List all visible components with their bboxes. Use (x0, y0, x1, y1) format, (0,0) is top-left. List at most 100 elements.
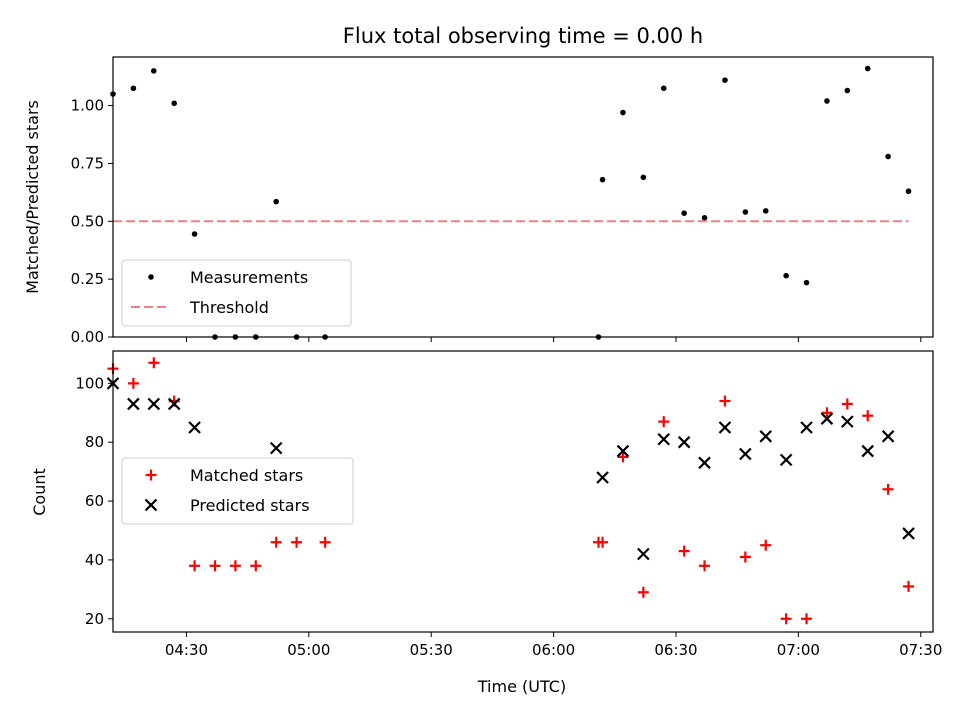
matched-stars-point (209, 560, 221, 572)
measurements-point (844, 87, 851, 94)
y-tick-label: 40 (85, 551, 104, 569)
legend-label-measurements: Measurements (190, 268, 308, 287)
matched-stars-point (719, 395, 731, 407)
measurements-point (905, 188, 912, 195)
measurements-point (824, 98, 830, 104)
y-tick-label: 100 (75, 374, 104, 392)
predicted-stars-point (657, 432, 671, 446)
measurements-point (130, 85, 137, 92)
predicted-stars-point (739, 447, 752, 461)
y-tick-label: 0.00 (71, 328, 104, 346)
matched-stars-point (739, 551, 751, 563)
matched-stars-point (270, 536, 282, 548)
chart-title: Flux total observing time = 0.00 h (343, 24, 703, 48)
matched-stars-point (148, 357, 160, 369)
measurements-point (742, 209, 749, 215)
x-tick-label: 05:00 (287, 641, 330, 659)
measurements-point (681, 210, 687, 216)
legend-swatch-measurements (148, 274, 154, 280)
y-tick-label: 0.50 (71, 212, 104, 230)
y-tick-label: 80 (85, 433, 104, 451)
y-tick-label: 60 (85, 492, 104, 510)
matched-stars-point (229, 560, 241, 572)
bottom-plot-panel: 20 40 60 80 100 04:30 05:00 05:30 06:00 06:30 07:0… (75, 350, 942, 659)
measurements-point (599, 176, 606, 183)
matched-stars-point (127, 377, 139, 389)
measurements-point (191, 231, 198, 237)
predicted-stars-point (841, 415, 854, 428)
predicted-stars-point (269, 441, 283, 455)
predicted-stars-point (637, 547, 650, 561)
predicted-stars-point (881, 430, 895, 443)
matched-stars-point (821, 407, 833, 419)
top-plot-panel: 0.00 0.25 0.50 0.75 1.00 Measurements Threshol… (71, 56, 934, 346)
y-tick-label: 0.25 (71, 270, 104, 288)
matched-stars-point (699, 560, 711, 572)
legend: Measurements Threshold (121, 259, 352, 327)
predicted-stars-point (127, 397, 140, 411)
measurements-point (273, 198, 279, 205)
measurements-point (722, 77, 728, 83)
predicted-stars-point (800, 421, 813, 434)
predicted-stars-point (779, 453, 793, 467)
predicted-stars-point (677, 435, 691, 449)
measurements-point (762, 208, 769, 214)
matched-stars-point (841, 398, 853, 410)
matched-stars-point (597, 536, 609, 548)
measurements-point (171, 100, 177, 107)
matched-stars-point (250, 560, 262, 572)
matched-stars-point (862, 410, 874, 422)
matched-stars-point (291, 536, 303, 548)
matched-stars-point (189, 560, 201, 572)
y-tick-label: 20 (85, 610, 104, 628)
x-tick-label: 07:30 (899, 641, 942, 659)
matched-stars-point (658, 416, 670, 428)
predicted-stars-point (902, 527, 915, 540)
matched-stars-point (882, 483, 894, 495)
x-tick-label: 05:30 (410, 641, 453, 659)
matched-stars-point (319, 536, 331, 548)
measurements-point (783, 272, 789, 279)
plot-frame (112, 56, 934, 338)
x-tick-label: 06:00 (532, 641, 575, 659)
bottom-y-axis-label: Count (30, 468, 49, 516)
matched-stars-point (780, 613, 792, 625)
x-tick-label: 06:30 (654, 641, 697, 659)
predicted-stars-point (718, 421, 732, 434)
matched-stars-point (678, 545, 690, 557)
predicted-stars-point (616, 444, 630, 458)
predicted-stars-point (596, 471, 609, 484)
legend-swatch-predicted-stars (144, 498, 158, 512)
measurements-point (640, 174, 647, 181)
predicted-stars-point (188, 421, 201, 434)
predicted-stars-point (147, 397, 161, 411)
legend-label-predicted-stars: Predicted stars (190, 496, 310, 515)
predicted-stars-point (167, 397, 181, 411)
legend-swatch-matched-stars (145, 469, 157, 481)
measurements-point (701, 215, 708, 221)
predicted-stars-point (759, 430, 773, 443)
measurements-point (864, 65, 871, 72)
legend-box (121, 457, 354, 525)
measurements-point (803, 279, 810, 286)
legend: Matched stars Predicted stars (121, 457, 354, 525)
measurements-point (660, 85, 667, 92)
x-axis-label: Time (UTC) (477, 677, 566, 696)
measurements-point (885, 153, 891, 160)
plot-frame (112, 350, 934, 633)
matched-stars-point (760, 539, 772, 551)
predicted-stars-point (698, 456, 711, 470)
legend-label-threshold: Threshold (189, 298, 269, 317)
matched-stars-point (637, 586, 649, 598)
y-tick-label: 1.00 (71, 97, 104, 115)
measurements-point (620, 109, 626, 116)
x-tick-label: 07:00 (777, 641, 820, 659)
matched-stars-point (903, 580, 915, 592)
y-tick-label: 0.75 (71, 154, 104, 172)
predicted-stars-point (861, 444, 875, 458)
legend-box (121, 259, 352, 327)
top-y-axis-label: Matched/Predicted stars (23, 100, 42, 294)
predicted-stars-point (820, 412, 834, 425)
legend-label-matched-stars: Matched stars (190, 466, 303, 485)
